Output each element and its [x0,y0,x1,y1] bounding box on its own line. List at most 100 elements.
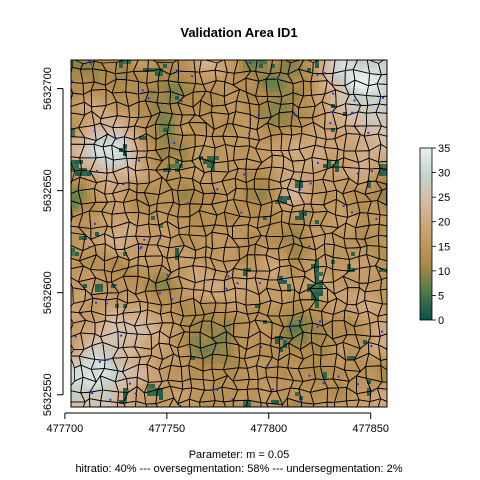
raster-cell [95,156,100,161]
raster-cell [251,236,256,241]
raster-cell [115,144,120,149]
raster-cell [187,68,192,73]
raster-cell [347,228,352,233]
raster-cell [319,300,324,305]
raster-cell [383,284,387,289]
raster-cell [107,140,112,145]
raster-cell [175,296,180,301]
raster-cell [303,84,308,89]
raster-cell [247,260,252,265]
raster-cell [211,284,216,289]
raster-cell [75,220,80,225]
raster-cell [327,228,332,233]
raster-cell [131,260,136,265]
raster-cell [79,160,84,165]
raster-cell [207,188,212,193]
raster-cell [191,248,196,253]
raster-cell [159,164,164,169]
raster-cell [327,104,332,109]
raster-cell [375,232,380,237]
raster-cell [99,188,104,193]
raster-cell [379,84,384,89]
raster-cell [171,96,176,101]
raster-cell [131,116,136,121]
raster-cell [127,152,132,157]
raster-cell [151,308,156,313]
raster-cell [275,260,280,265]
raster-cell [327,276,332,281]
raster-cell [139,232,144,237]
raster-cell [143,80,148,85]
raster-cell [179,132,184,137]
raster-cell [159,104,164,109]
raster-cell [103,156,108,161]
raster-cell [123,312,128,317]
raster-cell [107,84,112,89]
raster-cell [275,248,280,253]
raster-cell [199,212,204,217]
raster-cell [99,308,104,313]
raster-cell [343,256,348,261]
raster-cell [371,64,376,69]
raster-cell [279,224,284,229]
raster-cell [347,308,352,313]
raster-cell [295,252,300,257]
raster-cell [355,192,360,197]
raster-cell [75,156,80,161]
raster-cell [203,168,208,173]
raster-cell [91,148,96,153]
raster-cell [71,280,76,285]
raster-cell [355,300,360,305]
raster-cell [223,180,228,185]
raster-cell [307,204,312,209]
raster-cell [95,176,100,181]
raster-cell [347,104,352,109]
raster-cell [175,200,180,205]
raster-cell [163,112,168,117]
raster-cell [271,196,276,201]
raster-cell [219,108,224,113]
raster-cell [119,224,124,229]
raster-cell [383,228,387,233]
raster-cell [383,156,387,161]
raster-cell [323,292,328,297]
raster-cell [267,116,272,121]
raster-cell [367,104,372,109]
raster-cell [303,204,308,209]
raster-cell [171,224,176,229]
raster-cell [291,240,296,245]
raster-cell [171,192,176,197]
raster-cell [175,284,180,289]
raster-cell [295,212,300,217]
raster-cell [131,296,136,301]
raster-cell [287,68,292,73]
raster-cell [239,264,244,269]
raster-cell [319,124,324,129]
raster-cell [271,64,276,69]
raster-cell [171,240,176,245]
raster-cell [163,144,168,149]
raster-cell [271,140,276,145]
raster-cell [155,172,160,177]
raster-cell [83,176,88,181]
raster-cell [79,268,84,273]
raster-cell [339,292,344,297]
raster-cell [207,116,212,121]
raster-cell [247,92,252,97]
raster-cell [339,100,344,105]
raster-cell [191,132,196,137]
raster-cell [367,240,372,245]
raster-cell [339,176,344,181]
raster-cell [187,244,192,249]
raster-cell [159,124,164,129]
raster-cell [219,276,224,281]
raster-cell [291,228,296,233]
raster-cell [111,216,116,221]
raster-cell [199,64,204,69]
raster-cell [243,280,248,285]
raster-cell [383,220,387,225]
raster-cell [383,88,387,93]
raster-cell [147,164,152,169]
raster-cell [95,268,100,273]
raster-cell [263,264,268,269]
